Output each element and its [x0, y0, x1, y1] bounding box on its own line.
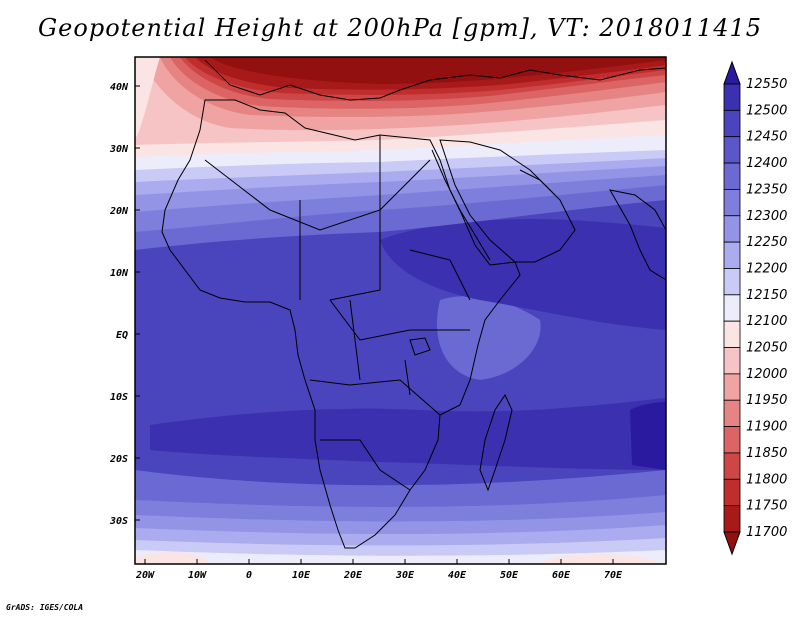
x-tick-label: 40E: [448, 570, 467, 581]
axis-ticks: [135, 85, 614, 564]
y-tick-label: EQ: [116, 330, 128, 341]
x-axis-labels: 20W 10W 0 10E 20E 30E 40E 50E 60E 70E: [135, 570, 623, 581]
india-coastline: [609, 189, 666, 281]
x-tick-label: 70E: [604, 570, 623, 581]
colorbar-label: 12450: [746, 130, 787, 145]
colorbar-cell: [723, 215, 741, 243]
colorbar-labels: 12550 12500 12450 12400 12350 12300 12250 12200…: [746, 77, 787, 540]
colorbar-label: 12400: [746, 156, 787, 171]
colorbar-label: 12100: [746, 314, 787, 329]
colorbar-cell: [723, 426, 741, 454]
colorbar-label: 12250: [746, 235, 787, 250]
core-12350-center: [436, 296, 541, 380]
y-tick-label: 30N: [109, 144, 129, 155]
border-7: [349, 299, 361, 381]
colorbar-cell: [723, 189, 741, 217]
colorbar-cell: [723, 294, 741, 322]
core-12500-east: [630, 402, 666, 470]
coastlines: [161, 59, 666, 549]
colorbar-cell: [723, 83, 741, 111]
colorbar-cell: [723, 505, 741, 533]
colorbar-label: 12050: [746, 341, 787, 356]
height-field: [135, 57, 666, 564]
map-title: Geopotential Height at 200hPa [gpm], VT:…: [38, 14, 762, 42]
x-tick-label: 30E: [395, 570, 415, 581]
x-tick-label: 60E: [552, 570, 571, 581]
colorbar-cell: [723, 109, 741, 138]
colorbar-cell: [723, 162, 741, 190]
colorbar: 12550 12500 12450 12400 12350 12300 12250 12200…: [723, 60, 787, 556]
x-tick-label: 20E: [343, 570, 363, 581]
core-12450-south: [150, 398, 666, 470]
x-tick-label: 10E: [292, 570, 311, 581]
colorbar-cell: [723, 136, 741, 164]
colorbar-cell: [723, 452, 741, 480]
x-tick-label: 50E: [500, 570, 519, 581]
x-tick-label: 10W: [188, 570, 207, 581]
band-south-12100: [135, 550, 666, 564]
y-tick-label: 20N: [109, 206, 129, 217]
border-6: [320, 439, 411, 491]
core-12450-north: [380, 219, 666, 330]
south-pink-west: [135, 552, 210, 564]
y-tick-label: 30S: [109, 516, 128, 527]
colorbar-label: 11900: [746, 420, 787, 435]
border-5: [309, 379, 441, 416]
border-2: [329, 135, 381, 301]
south-pink-east: [540, 554, 660, 564]
colorbar-label: 12550: [746, 77, 787, 92]
colorbar-label: 12350: [746, 182, 787, 197]
x-tick-label: 0: [246, 570, 252, 581]
y-tick-label: 10N: [110, 268, 129, 279]
red-sea: [431, 149, 491, 261]
colorbar-cell: [723, 347, 741, 375]
border-1: [204, 159, 431, 231]
colorbar-label: 12000: [746, 367, 787, 382]
y-tick-label: 40N: [110, 82, 129, 93]
colorbar-label: 12300: [746, 209, 787, 224]
colorbar-label: 12150: [746, 288, 787, 303]
colorbar-label: 12500: [746, 103, 787, 118]
colorbar-bottom-arrow: [723, 531, 741, 556]
colorbar-label: 12200: [746, 261, 787, 276]
y-tick-label: 20S: [109, 454, 128, 465]
persian-gulf: [519, 169, 556, 196]
colorbar-cell: [723, 320, 741, 348]
border-4: [329, 299, 470, 341]
colorbar-label: 11750: [746, 499, 787, 514]
colorbar-cell: [723, 478, 741, 507]
footer-credit: GrADS: IGES/COLA: [6, 603, 84, 612]
colorbar-cell: [723, 399, 741, 427]
colorbar-label: 11950: [746, 393, 787, 408]
border-8: [409, 249, 471, 301]
colorbar-label: 11850: [746, 446, 787, 461]
lake-victoria: [409, 337, 431, 356]
plot-frame: [134, 56, 667, 565]
y-axis-labels: 40N 30N 20N 10N EQ 10S 20S 30S: [109, 82, 129, 527]
band-north-min: [210, 57, 666, 84]
colorbar-label: 11700: [746, 525, 787, 540]
colorbar-cell: [723, 373, 741, 401]
colorbar-cell: [723, 241, 741, 269]
lake-tanganyika: [404, 359, 411, 396]
arabia-coastline: [439, 139, 576, 263]
madagascar: [479, 393, 513, 492]
x-tick-label: 20W: [135, 570, 155, 581]
colorbar-top-arrow: [723, 60, 741, 85]
europe-coastline: [204, 59, 666, 101]
west-pink-edge: [135, 57, 160, 140]
colorbar-cells: [723, 83, 741, 533]
y-tick-label: 10S: [110, 392, 128, 403]
colorbar-label: 11800: [746, 472, 787, 487]
colorbar-cell: [723, 268, 741, 296]
